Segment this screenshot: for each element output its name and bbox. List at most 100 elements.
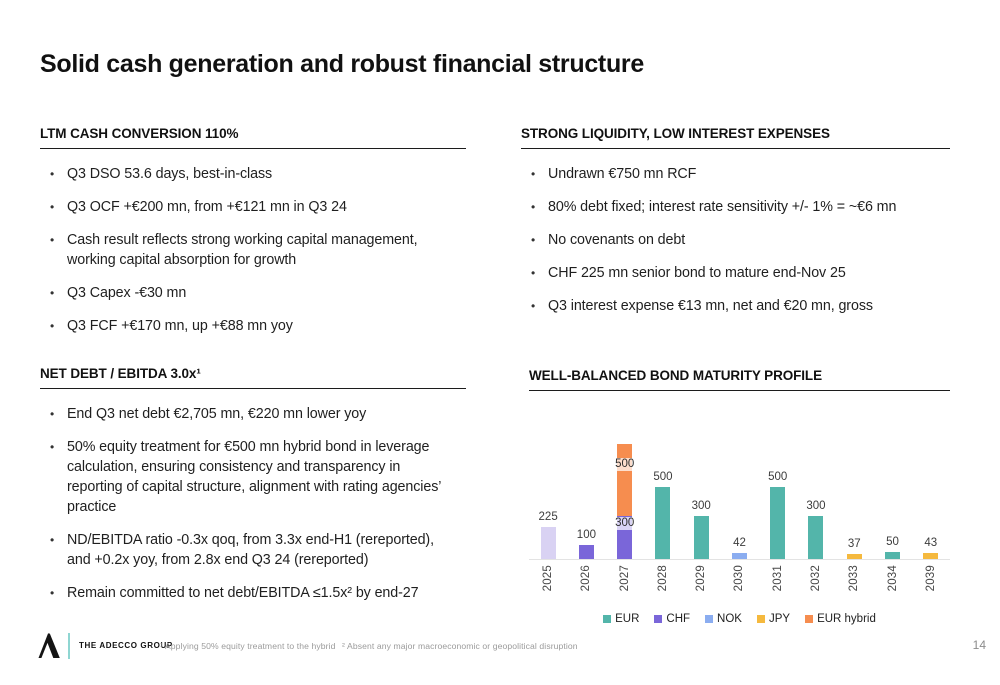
bar-value-label: 43 xyxy=(924,537,938,549)
bar-value-label: 50 xyxy=(886,536,899,548)
bar-segment-eur xyxy=(808,516,824,559)
legend-swatch-icon xyxy=(756,615,765,623)
bar-segment-eur-hybrid: 500 xyxy=(612,444,638,516)
bar-stack xyxy=(731,553,747,559)
chart-bar-2032: 300 xyxy=(797,442,835,559)
legend-label: JPY xyxy=(768,613,791,625)
legend-item-jpy: JPY xyxy=(756,613,791,625)
legend-label: EUR xyxy=(615,613,640,625)
bullet-item: Remain committed to net debt/EBITDA ≤1.5… xyxy=(40,583,442,603)
bar-segment-chf xyxy=(578,545,594,559)
bar-stack xyxy=(923,553,939,559)
section-heading: LTM CASH CONVERSION 110% xyxy=(40,126,466,149)
footnote-2: ² Absent any major macroeconomic or geop… xyxy=(342,641,578,651)
x-tick-2034: 2034 xyxy=(886,565,899,592)
chart-bar-2027: 300 500 xyxy=(606,442,644,559)
legend-label: NOK xyxy=(717,613,742,625)
x-tick-2033: 2033 xyxy=(848,565,861,592)
chart-bar-2034: 50 xyxy=(873,442,911,559)
bar-segment-chf: 300 xyxy=(612,516,638,559)
bar-value-label: 300 xyxy=(691,500,711,512)
chart-bar-2028: 500 xyxy=(644,442,682,559)
legend-swatch-icon xyxy=(805,615,814,623)
x-tick-2039: 2039 xyxy=(924,565,937,592)
footnote: ¹ Applying 50% equity treatment to the h… xyxy=(160,641,582,651)
bar-value-label: 500 xyxy=(612,458,638,471)
bullet-item: Q3 interest expense €13 mn, net and €20 … xyxy=(521,296,946,316)
bar-value-label: 500 xyxy=(653,471,673,483)
bullet-item: Q3 DSO 53.6 days, best-in-class xyxy=(40,164,442,184)
chart-legend: EUR CHF NOK JPY EUR hybrid xyxy=(529,613,950,625)
footer-logo: THE ADECCO GROUP xyxy=(38,632,173,659)
chart-plot: 225 100 300 500 500 300 42 500 300 37 50 43 xyxy=(529,442,950,560)
legend-item-chf: CHF xyxy=(654,613,690,625)
bar-value-label: 300 xyxy=(806,500,826,512)
bullet-item: Q3 Capex -€30 mn xyxy=(40,283,442,303)
bond-maturity-chart: 225 100 300 500 500 300 42 500 300 37 50 43 2025 202… xyxy=(529,442,950,625)
legend-label: CHF xyxy=(666,613,691,625)
logo-text: THE ADECCO GROUP xyxy=(79,641,173,650)
bar-value-label: 42 xyxy=(733,537,746,549)
bar-stack xyxy=(693,516,709,559)
chart-bar-2031: 500 xyxy=(759,442,797,559)
logo-divider xyxy=(68,632,70,659)
x-tick-2028: 2028 xyxy=(656,565,669,592)
legend-item-nok: NOK xyxy=(705,613,742,625)
section-cash-conversion: LTM CASH CONVERSION 110% Q3 DSO 53.6 day… xyxy=(40,126,466,349)
bar-stack xyxy=(655,487,671,559)
footnote-1: ¹ Applying 50% equity treatment to the h… xyxy=(160,641,336,651)
section-net-debt: NET DEBT / EBITDA 3.0x¹ End Q3 net debt … xyxy=(40,366,466,616)
bar-segment-eur xyxy=(693,516,709,559)
bar-segment-eur xyxy=(655,487,671,559)
x-tick-2030: 2030 xyxy=(733,565,746,592)
chart-bar-2025: 225 xyxy=(529,442,567,559)
bullet-list: End Q3 net debt €2,705 mn, €220 mn lower… xyxy=(40,404,466,603)
chart-title: WELL-BALANCED BOND MATURITY PROFILE xyxy=(529,368,950,391)
legend-swatch-icon xyxy=(654,615,663,623)
chart-bar-2029: 300 xyxy=(682,442,720,559)
chart-bar-2039: 43 xyxy=(912,442,950,559)
bar-value-label: 225 xyxy=(538,511,558,523)
legend-label: EUR hybrid xyxy=(817,613,876,625)
section-heading: STRONG LIQUIDITY, LOW INTEREST EXPENSES xyxy=(521,126,950,149)
bar-stack xyxy=(846,554,862,559)
bar-segment-chf xyxy=(540,527,556,559)
x-tick-2029: 2029 xyxy=(695,565,708,592)
bar-segment-nok xyxy=(731,553,747,559)
section-liquidity: STRONG LIQUIDITY, LOW INTEREST EXPENSES … xyxy=(521,126,950,329)
page-number: 14 xyxy=(972,638,986,652)
bullet-item: Q3 OCF +€200 mn, from +€121 mn in Q3 24 xyxy=(40,197,442,217)
legend-swatch-icon xyxy=(705,615,714,623)
legend-item-eur-hybrid: EUR hybrid xyxy=(805,613,876,625)
bar-stack xyxy=(578,545,594,559)
legend-swatch-icon xyxy=(603,615,612,623)
bar-segment-eur xyxy=(770,487,786,559)
bar-stack: 300 500 xyxy=(612,444,638,559)
bullet-list: Q3 DSO 53.6 days, best-in-class Q3 OCF +… xyxy=(40,164,466,336)
bullet-item: End Q3 net debt €2,705 mn, €220 mn lower… xyxy=(40,404,442,424)
x-tick-2031: 2031 xyxy=(771,565,784,592)
bullet-list: Undrawn €750 mn RCF 80% debt fixed; inte… xyxy=(521,164,950,316)
bullet-item: Cash result reflects strong working capi… xyxy=(40,230,442,270)
x-tick-2027: 2027 xyxy=(618,565,631,592)
bar-stack xyxy=(808,516,824,559)
adecco-logo-icon xyxy=(38,633,60,658)
bar-stack xyxy=(770,487,786,559)
bullet-item: 50% equity treatment for €500 mn hybrid … xyxy=(40,437,442,517)
chart-bar-2033: 37 xyxy=(835,442,873,559)
bullet-item: Q3 FCF +€170 mn, up +€88 mn yoy xyxy=(40,316,442,336)
section-bond-maturity: WELL-BALANCED BOND MATURITY PROFILE 225 1… xyxy=(529,368,950,625)
bar-segment-eur xyxy=(885,552,901,559)
bar-value-label: 500 xyxy=(768,471,788,483)
legend-item-eur: EUR xyxy=(603,613,639,625)
bar-segment-jpy xyxy=(846,554,862,559)
page-title: Solid cash generation and robust financi… xyxy=(40,50,644,78)
section-heading: NET DEBT / EBITDA 3.0x¹ xyxy=(40,366,466,389)
chart-x-axis: 2025 2026 2027 2028 2029 2030 2031 2032 2033 2034… xyxy=(529,560,950,604)
x-tick-2025: 2025 xyxy=(542,565,555,592)
bullet-item: Undrawn €750 mn RCF xyxy=(521,164,946,184)
chart-bar-2026: 100 xyxy=(567,442,605,559)
bar-segment-jpy xyxy=(923,553,939,559)
bar-stack xyxy=(885,552,901,559)
bar-stack xyxy=(540,527,556,559)
